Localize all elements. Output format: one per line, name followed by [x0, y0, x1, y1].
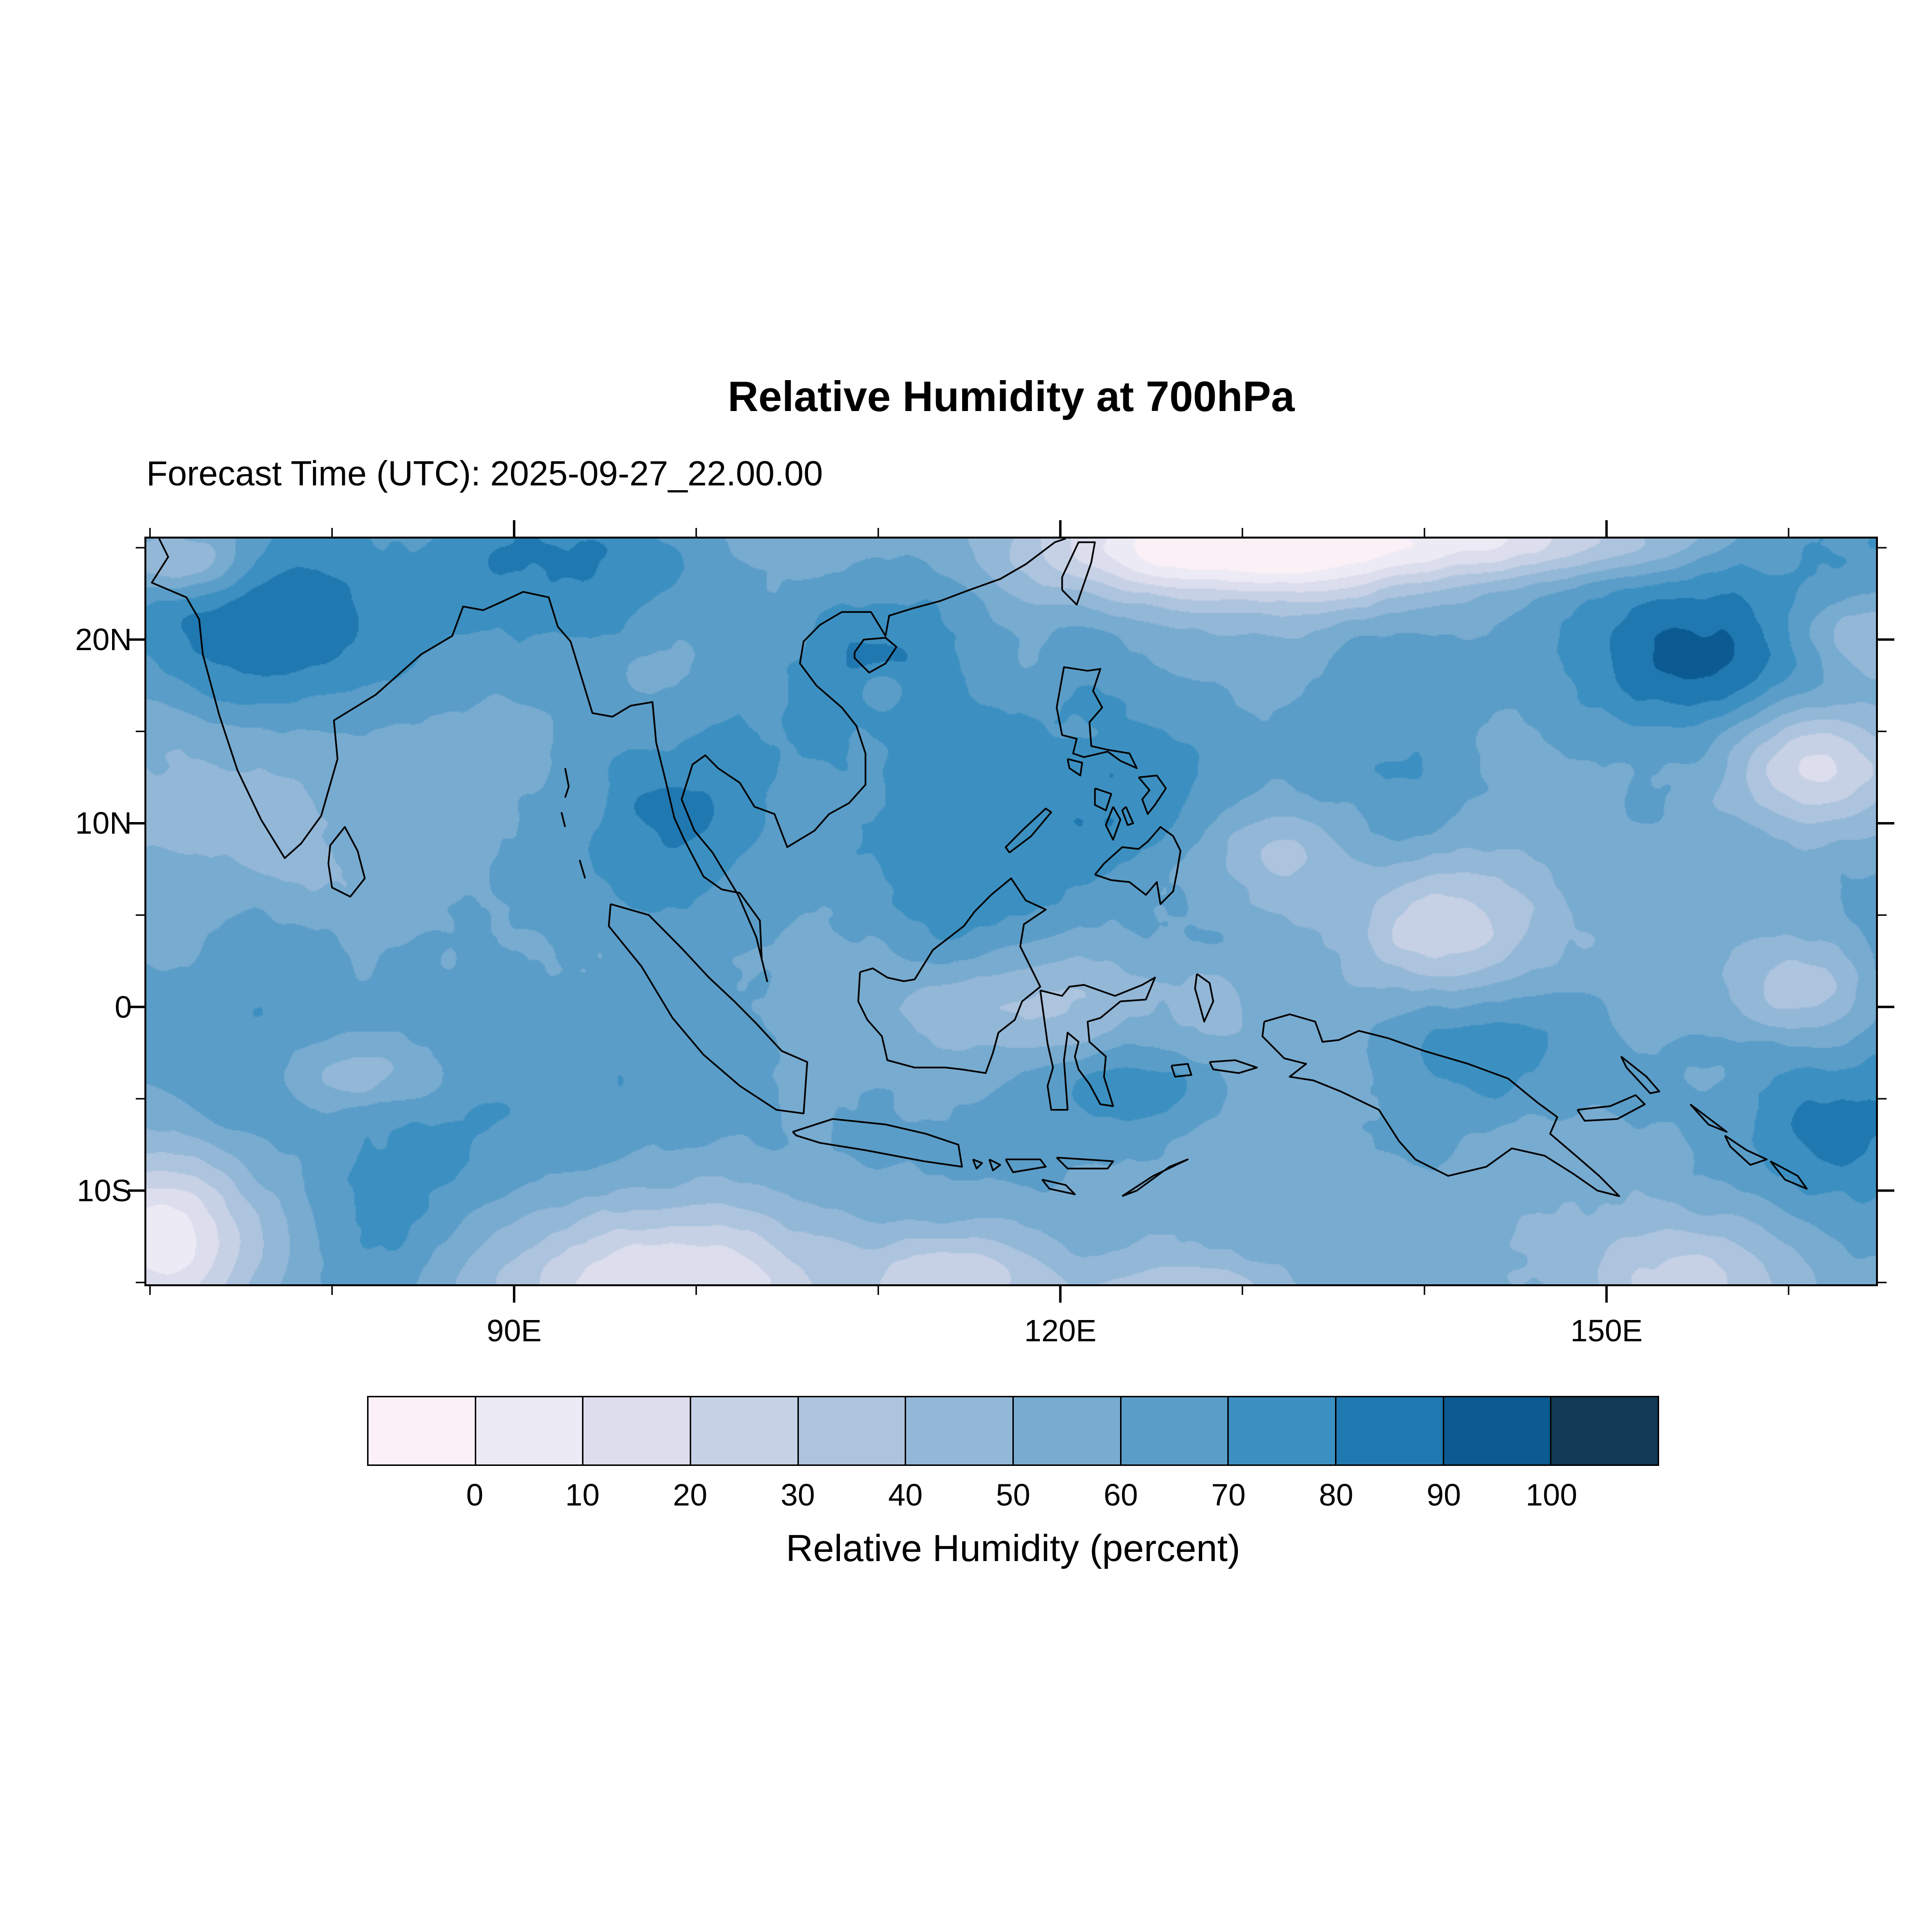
colorbar-box — [1444, 1397, 1552, 1464]
plot-title: Relative Humidity at 700hPa — [727, 372, 1295, 420]
y-tick-label: 10S — [77, 1173, 132, 1208]
coastline — [1005, 808, 1052, 853]
colorbar-box — [1014, 1397, 1122, 1464]
colorbar-box — [369, 1397, 476, 1464]
coastline — [972, 1158, 983, 1170]
coastline — [1061, 541, 1096, 606]
coastline — [564, 768, 570, 798]
coastline — [988, 1158, 1001, 1171]
coastline — [1194, 973, 1214, 1023]
colorbar-box — [798, 1397, 907, 1464]
colorbar-box — [476, 1397, 584, 1464]
colorbar-box — [906, 1397, 1014, 1464]
coastline — [1094, 787, 1112, 811]
coastline — [1056, 1156, 1114, 1170]
coastline — [1690, 1103, 1728, 1133]
forecast-time-label: Forecast Time (UTC): 2025-09-27_22.00.00 — [146, 455, 823, 493]
coastline — [151, 539, 1066, 982]
coastline — [560, 812, 566, 827]
coastline — [608, 903, 809, 1115]
colorbar-tick-label: 60 — [1103, 1477, 1138, 1512]
coastline — [1039, 977, 1156, 1111]
coastline — [1121, 806, 1134, 826]
coastline — [857, 877, 1047, 1074]
colorbar-box — [1336, 1397, 1444, 1464]
y-tick-label: 20N — [75, 622, 132, 657]
colorbar-tick-label: 40 — [888, 1477, 923, 1512]
colorbar-tick-label: 0 — [466, 1477, 483, 1512]
map-plot — [144, 537, 1878, 1286]
x-tick-label: 90E — [486, 1313, 542, 1348]
coastline — [1770, 1160, 1808, 1190]
coastline — [1066, 758, 1083, 777]
colorbar-tick-label: 10 — [565, 1477, 600, 1512]
colorbar-tick-label: 90 — [1426, 1477, 1461, 1512]
coastline — [792, 1118, 963, 1168]
coastline — [1005, 1158, 1047, 1173]
coastline — [1041, 1179, 1076, 1195]
coastline — [1261, 1013, 1620, 1197]
y-tick-label: 0 — [114, 989, 132, 1024]
coastline — [1094, 826, 1181, 905]
coastline — [1138, 774, 1167, 815]
coastline — [1170, 1063, 1193, 1078]
coastline — [579, 860, 586, 879]
colorbar-label: Relative Humidity (percent) — [786, 1527, 1240, 1569]
colorbar-tick-label: 100 — [1525, 1477, 1577, 1512]
x-tick-label: 120E — [1024, 1313, 1096, 1348]
coastline — [1577, 1094, 1646, 1122]
coastline — [853, 637, 897, 674]
coastline-overlay — [151, 539, 1808, 1197]
colorbar-box — [1229, 1397, 1337, 1464]
coastline — [1122, 1158, 1189, 1197]
colorbar-tick-label: 80 — [1319, 1477, 1353, 1512]
y-tick-label: 10N — [75, 806, 132, 841]
colorbar-box — [1121, 1397, 1229, 1464]
coastline — [327, 826, 366, 898]
colorbar-tick-label: 30 — [781, 1477, 815, 1512]
x-tick-label: 150E — [1570, 1313, 1643, 1348]
coastline — [1724, 1135, 1768, 1166]
colorbar-tick-label: 50 — [995, 1477, 1031, 1512]
coastline — [1208, 1059, 1258, 1074]
colorbar-tick-label: 20 — [673, 1477, 708, 1512]
coastline — [1620, 1056, 1661, 1094]
coastline — [1055, 666, 1138, 769]
colorbar-box — [691, 1397, 799, 1464]
coastline — [1105, 806, 1122, 841]
colorbar-box — [583, 1397, 692, 1464]
colorbar — [367, 1396, 1659, 1466]
colorbar-tick-label: 70 — [1211, 1477, 1246, 1512]
colorbar-box — [1551, 1397, 1658, 1464]
